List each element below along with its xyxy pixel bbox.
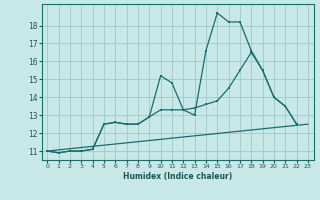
X-axis label: Humidex (Indice chaleur): Humidex (Indice chaleur) xyxy=(123,172,232,181)
